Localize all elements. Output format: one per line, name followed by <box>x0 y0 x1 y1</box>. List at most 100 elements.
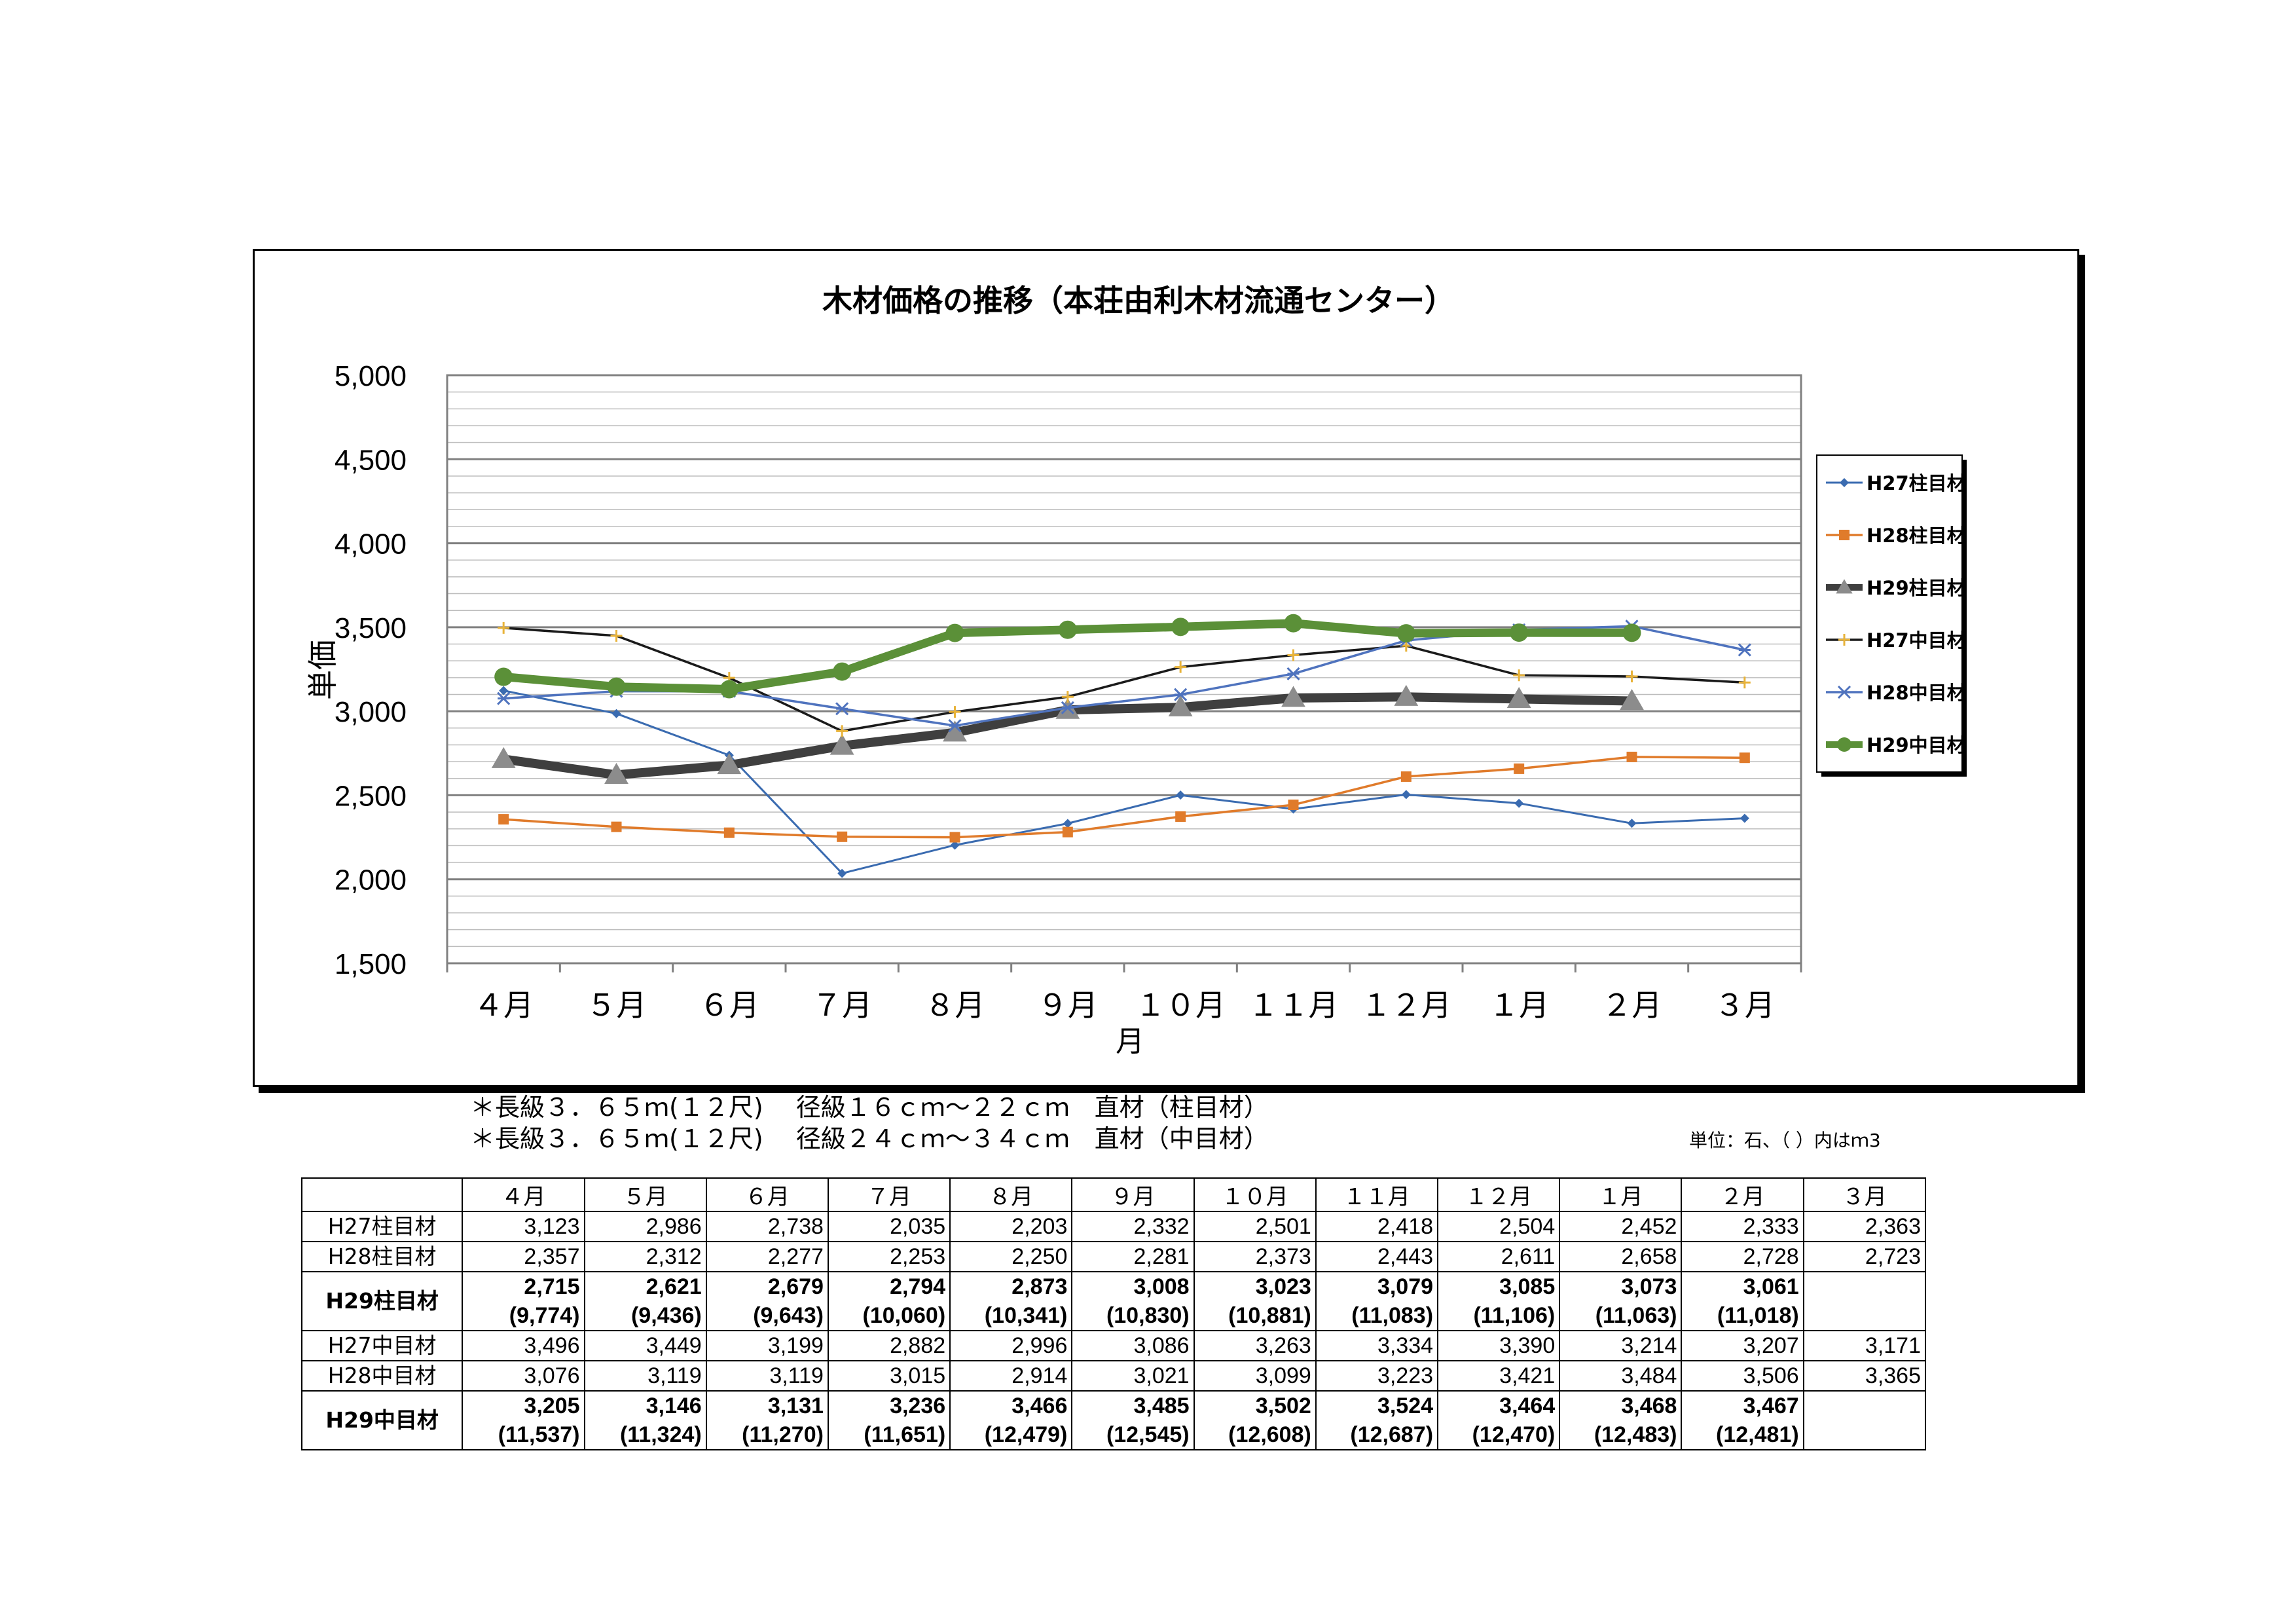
table-row: H27中目材 3,496 3,449 3,199 2,882 2,996 3,086 3,26… <box>301 1330 1927 1361</box>
table-cell: 2,333 <box>1681 1211 1804 1242</box>
x-tick-label: ８月 <box>925 987 985 1023</box>
data-point <box>949 706 961 718</box>
table-cell: 3,015 <box>827 1360 951 1392</box>
table-cell: 3,365 <box>1802 1360 1927 1392</box>
cell-volume-value: (11,106) <box>1473 1303 1556 1328</box>
cell-value: 3,085 <box>1499 1274 1556 1299</box>
data-point <box>1622 623 1641 642</box>
x-tick-label: ５月 <box>587 987 647 1023</box>
price-table: ４月 ５月 ６月 ７月 ８月 ９月 １０月 １１月 １２月 １月 ２月 ３月 H27柱目材 3,123 2… <box>301 1177 1927 1450</box>
data-point <box>1739 752 1750 764</box>
data-point <box>948 719 962 733</box>
table-cell: 3,207 <box>1681 1330 1804 1361</box>
data-point <box>1171 618 1190 637</box>
legend-box <box>1816 454 1963 773</box>
cell-value: 2,873 <box>1011 1274 1068 1299</box>
data-point <box>1510 623 1529 642</box>
table-cell: 3,199 <box>705 1330 829 1361</box>
unit-note: 単位：石、（ ）内はｍ3 <box>1689 1130 1881 1151</box>
data-point <box>1058 620 1077 639</box>
table-cell <box>1802 1271 1927 1331</box>
cell-value: 3,131 <box>767 1393 824 1418</box>
data-point <box>1061 691 1074 703</box>
note-medium-spec: ＊長級３．６５ｍ(１２尺) 径級２４ｃｍ～３４ｃｍ 直材（中目材） <box>470 1124 1269 1153</box>
table-cell: 3,085 (11,106) <box>1437 1271 1561 1331</box>
data-point <box>836 725 848 737</box>
row-label: H28中目材 <box>301 1360 464 1392</box>
table-cell: 3,421 <box>1437 1360 1561 1392</box>
cell-value: 3,008 <box>1133 1274 1190 1299</box>
data-point <box>491 747 516 768</box>
data-point <box>1394 684 1419 706</box>
data-point <box>1062 826 1073 838</box>
legend-label: H28中目材 <box>1867 682 1966 704</box>
legend-marker <box>1838 634 1850 646</box>
cell-volume-value: (12,483) <box>1594 1422 1677 1447</box>
table-cell: 2,914 <box>949 1360 1073 1392</box>
table-row: H29中目材 3,205 (11,537) 3,146 (11,324) 3,131 (11… <box>301 1390 1927 1450</box>
cell-volume-value: (11,018) <box>1717 1303 1799 1328</box>
column-header: １０月 <box>1193 1177 1317 1212</box>
table-cell: 2,679 (9,643) <box>705 1271 829 1331</box>
cell-volume-value: (11,651) <box>864 1422 946 1447</box>
cell-value: 3,061 <box>1743 1274 1799 1299</box>
table-cell: 3,236 (11,651) <box>827 1390 951 1450</box>
data-point <box>835 702 849 716</box>
table-cell: 2,332 <box>1071 1211 1195 1242</box>
table-cell: 2,658 <box>1559 1241 1683 1272</box>
table-cell: 3,464 (12,470) <box>1437 1390 1561 1450</box>
table-cell: 3,123 <box>462 1211 585 1242</box>
data-point <box>1063 819 1072 828</box>
column-header: １２月 <box>1437 1177 1561 1212</box>
cell-value: 3,023 <box>1255 1274 1311 1299</box>
series-line-1 <box>503 690 1745 875</box>
table-row: H29柱目材 2,715 (9,774) 2,621 (9,436) 2,679 (9,64… <box>301 1271 1927 1331</box>
note-pillar-spec: ＊長級３．６５ｍ(１２尺) 径級１６ｃｍ～２２ｃｍ 直材（柱目材） <box>470 1093 1269 1122</box>
x-tick-label: １月 <box>1489 987 1549 1023</box>
x-tick-label: ６月 <box>699 987 759 1023</box>
legend-marker <box>1839 530 1850 540</box>
data-point <box>1401 790 1411 800</box>
data-point <box>829 733 854 755</box>
cell-value: 3,466 <box>1011 1393 1068 1418</box>
data-point <box>1626 751 1637 762</box>
x-tick-label: ９月 <box>1038 987 1098 1023</box>
data-point <box>1400 771 1412 782</box>
table-cell: 2,443 <box>1315 1241 1439 1272</box>
chart-svg: 1,500 2,000 2,500 3,000 3,500 4,000 4,500 5,000… <box>305 283 1967 1058</box>
table-cell: 2,312 <box>583 1241 707 1272</box>
data-point <box>1620 689 1644 710</box>
table-row: H27柱目材 3,123 2,986 2,738 2,035 2,203 2,332 2,50… <box>301 1211 1927 1242</box>
table-cell: 3,023 (10,881) <box>1193 1271 1317 1331</box>
table-cell: 2,996 <box>949 1330 1073 1361</box>
table-cell: 3,131 (11,270) <box>705 1390 829 1450</box>
y-tick-label: 2,000 <box>335 864 407 896</box>
table-cell: 2,728 <box>1681 1241 1804 1272</box>
table-cell <box>1802 1390 1927 1450</box>
chart-title: 木材価格の推移（本荘由利木材流通センター） <box>822 283 1455 318</box>
table-cell: 3,086 <box>1071 1330 1195 1361</box>
data-point <box>1513 669 1525 682</box>
x-tick-label: １０月 <box>1135 987 1226 1023</box>
table-cell: 2,794 (10,060) <box>827 1271 951 1331</box>
data-point <box>723 827 735 838</box>
table-cell: 3,502 (12,608) <box>1193 1390 1317 1450</box>
data-point <box>1281 686 1305 707</box>
table-cell: 2,621 (9,436) <box>583 1271 707 1331</box>
table-cell: 2,611 <box>1437 1241 1561 1272</box>
data-point <box>607 677 626 696</box>
y-tick-label: 3,000 <box>335 696 407 728</box>
table-cell: 3,484 <box>1559 1360 1683 1392</box>
legend-label: H29中目材 <box>1867 734 1966 756</box>
y-tick-label: 4,500 <box>335 444 407 476</box>
legend-label: H27中目材 <box>1867 629 1966 652</box>
cell-value: 2,794 <box>890 1274 946 1299</box>
cell-volume-value: (11,063) <box>1595 1303 1677 1328</box>
data-point <box>837 831 848 842</box>
cell-value: 2,715 <box>524 1274 580 1299</box>
data-point <box>497 692 511 705</box>
data-point <box>717 753 742 775</box>
data-point <box>1396 624 1415 643</box>
y-tick-label: 5,000 <box>335 360 407 392</box>
column-header: ８月 <box>949 1177 1073 1212</box>
